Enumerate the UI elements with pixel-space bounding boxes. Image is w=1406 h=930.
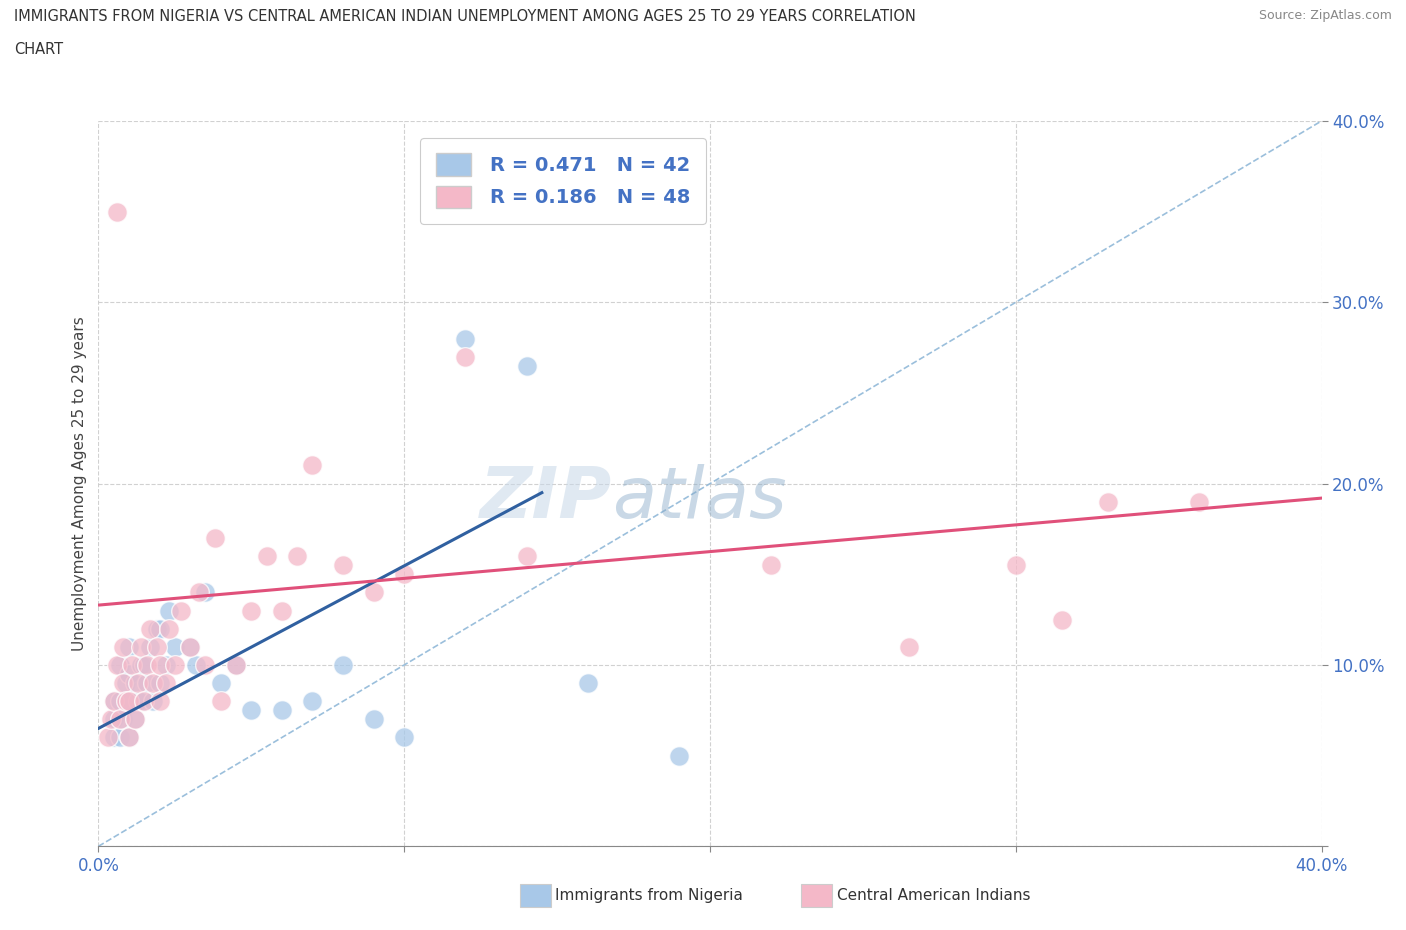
Point xyxy=(108,712,131,727)
Point xyxy=(149,694,172,709)
Point xyxy=(118,694,141,709)
Text: Central American Indians: Central American Indians xyxy=(837,888,1031,903)
Point xyxy=(209,694,232,709)
Point xyxy=(179,640,201,655)
Point xyxy=(392,730,416,745)
Point xyxy=(759,558,782,573)
Point xyxy=(256,549,278,564)
Text: CHART: CHART xyxy=(14,42,63,57)
Point xyxy=(270,604,292,618)
Point xyxy=(111,712,134,727)
Text: atlas: atlas xyxy=(612,464,787,533)
Point xyxy=(285,549,308,564)
Point xyxy=(118,667,141,682)
Point xyxy=(454,349,477,364)
Point xyxy=(163,640,186,655)
Point xyxy=(155,675,177,690)
Point xyxy=(105,205,128,219)
Point xyxy=(188,585,211,600)
Point xyxy=(516,358,538,373)
Point xyxy=(103,694,125,709)
Point xyxy=(332,658,354,672)
Point xyxy=(170,604,193,618)
Point xyxy=(1004,558,1026,573)
Point xyxy=(103,694,125,709)
Point xyxy=(157,621,180,636)
Point xyxy=(145,621,167,636)
Point xyxy=(134,694,156,709)
Point xyxy=(576,675,599,690)
Point xyxy=(179,640,201,655)
Point xyxy=(1097,495,1119,510)
Point xyxy=(115,694,138,709)
Point xyxy=(454,331,477,346)
Point xyxy=(142,694,165,709)
Point xyxy=(194,658,217,672)
Legend: R = 0.471   N = 42, R = 0.186   N = 48: R = 0.471 N = 42, R = 0.186 N = 48 xyxy=(420,138,706,223)
Point xyxy=(1188,495,1211,510)
Point xyxy=(136,658,159,672)
Point xyxy=(127,675,149,690)
Point xyxy=(111,675,134,690)
Point xyxy=(127,694,149,709)
Point xyxy=(108,694,131,709)
Point xyxy=(204,530,226,545)
Point xyxy=(668,748,690,763)
Text: Immigrants from Nigeria: Immigrants from Nigeria xyxy=(555,888,744,903)
Point xyxy=(97,730,120,745)
Point xyxy=(105,658,128,672)
Point xyxy=(111,640,134,655)
Point xyxy=(129,658,152,672)
Point xyxy=(139,621,162,636)
Point xyxy=(139,640,162,655)
Point xyxy=(363,712,385,727)
Point xyxy=(301,458,323,473)
Point xyxy=(240,604,263,618)
Point xyxy=(332,558,354,573)
Point xyxy=(134,658,156,672)
Point xyxy=(108,658,131,672)
Text: IMMIGRANTS FROM NIGERIA VS CENTRAL AMERICAN INDIAN UNEMPLOYMENT AMONG AGES 25 TO: IMMIGRANTS FROM NIGERIA VS CENTRAL AMERI… xyxy=(14,9,915,24)
Point xyxy=(270,703,292,718)
Point xyxy=(363,585,385,600)
Y-axis label: Unemployment Among Ages 25 to 29 years: Unemployment Among Ages 25 to 29 years xyxy=(72,316,87,651)
Point xyxy=(118,730,141,745)
Point xyxy=(1050,612,1073,627)
Point xyxy=(225,658,247,672)
Point xyxy=(129,640,152,655)
Point xyxy=(136,675,159,690)
Point xyxy=(103,730,125,745)
Point xyxy=(516,549,538,564)
Point xyxy=(301,694,323,709)
Text: ZIP: ZIP xyxy=(479,464,612,533)
Point xyxy=(157,604,180,618)
Point xyxy=(118,694,141,709)
Point xyxy=(115,675,138,690)
Point xyxy=(142,675,165,690)
Point xyxy=(163,658,186,672)
Point xyxy=(225,658,247,672)
Point xyxy=(897,640,920,655)
Point xyxy=(209,675,232,690)
Point xyxy=(145,640,167,655)
Point xyxy=(121,658,143,672)
Point xyxy=(149,621,172,636)
Point xyxy=(155,658,177,672)
Point xyxy=(118,640,141,655)
Point xyxy=(392,567,416,582)
Point xyxy=(108,730,131,745)
Point xyxy=(149,658,172,672)
Point xyxy=(240,703,263,718)
Point xyxy=(103,712,125,727)
Point xyxy=(194,585,217,600)
Point xyxy=(149,675,172,690)
Point xyxy=(186,658,208,672)
Point xyxy=(134,694,156,709)
Text: Source: ZipAtlas.com: Source: ZipAtlas.com xyxy=(1258,9,1392,22)
Point xyxy=(100,712,122,727)
Point xyxy=(124,712,146,727)
Point xyxy=(118,730,141,745)
Point xyxy=(124,675,146,690)
Point xyxy=(124,712,146,727)
